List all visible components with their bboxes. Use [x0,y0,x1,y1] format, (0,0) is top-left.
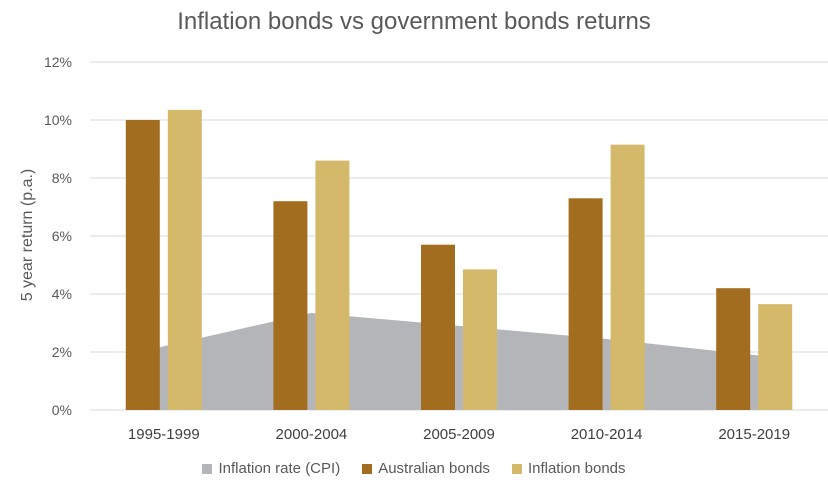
y-axis-label: 5 year return (p.a.) [19,169,36,302]
bars [125,109,793,410]
legend-swatch [202,463,213,474]
legend-label: Australian bonds [378,460,490,477]
bar-inflation-bonds [315,160,350,410]
legend-label: Inflation bonds [527,460,626,477]
legend-label: Inflation rate (CPI) [218,460,341,477]
bar-inflation-bonds [610,144,645,410]
bar-australian-bonds [273,201,308,410]
inflation-area [125,312,793,410]
x-tick-label: 2015-2019 [718,426,790,443]
y-tick-label: 6% [52,228,72,244]
chart-title: Inflation bonds vs government bonds retu… [177,8,651,35]
y-tick-label: 8% [52,170,72,186]
x-tick-labels: 1995-1999 2000-2004 2005-2009 2010-2014 2015… [128,426,790,443]
y-tick-label: 12% [44,54,72,70]
legend-item: Inflation bonds [511,460,626,477]
y-tick-label: 0% [52,402,72,418]
bar-inflation-bonds [463,269,497,410]
bar-australian-bonds [568,198,603,410]
bar-australian-bonds [716,288,751,410]
legend-swatch [362,463,373,474]
y-tick-label: 10% [44,112,72,128]
x-tick-label: 2000-2004 [276,426,348,443]
bar-inflation-bonds [758,304,793,410]
area-inflation-rate [125,312,793,410]
legend: Inflation rate (CPI) Australian bonds Infl… [0,460,828,477]
y-tick-label: 2% [52,344,72,360]
bar-inflation-bonds [167,109,202,410]
x-tick-label: 2005-2009 [423,426,495,443]
y-tick-label: 4% [52,286,72,302]
x-tick-label: 2010-2014 [571,426,643,443]
x-tick-label: 1995-1999 [128,426,200,443]
bar-australian-bonds [421,244,455,410]
legend-swatch [511,463,522,474]
y-tick-labels: 0% 2% 4% 6% 8% 10% 12% [44,54,72,418]
legend-item: Australian bonds [362,460,490,477]
legend-item: Inflation rate (CPI) [202,460,340,477]
bar-australian-bonds [125,120,160,410]
